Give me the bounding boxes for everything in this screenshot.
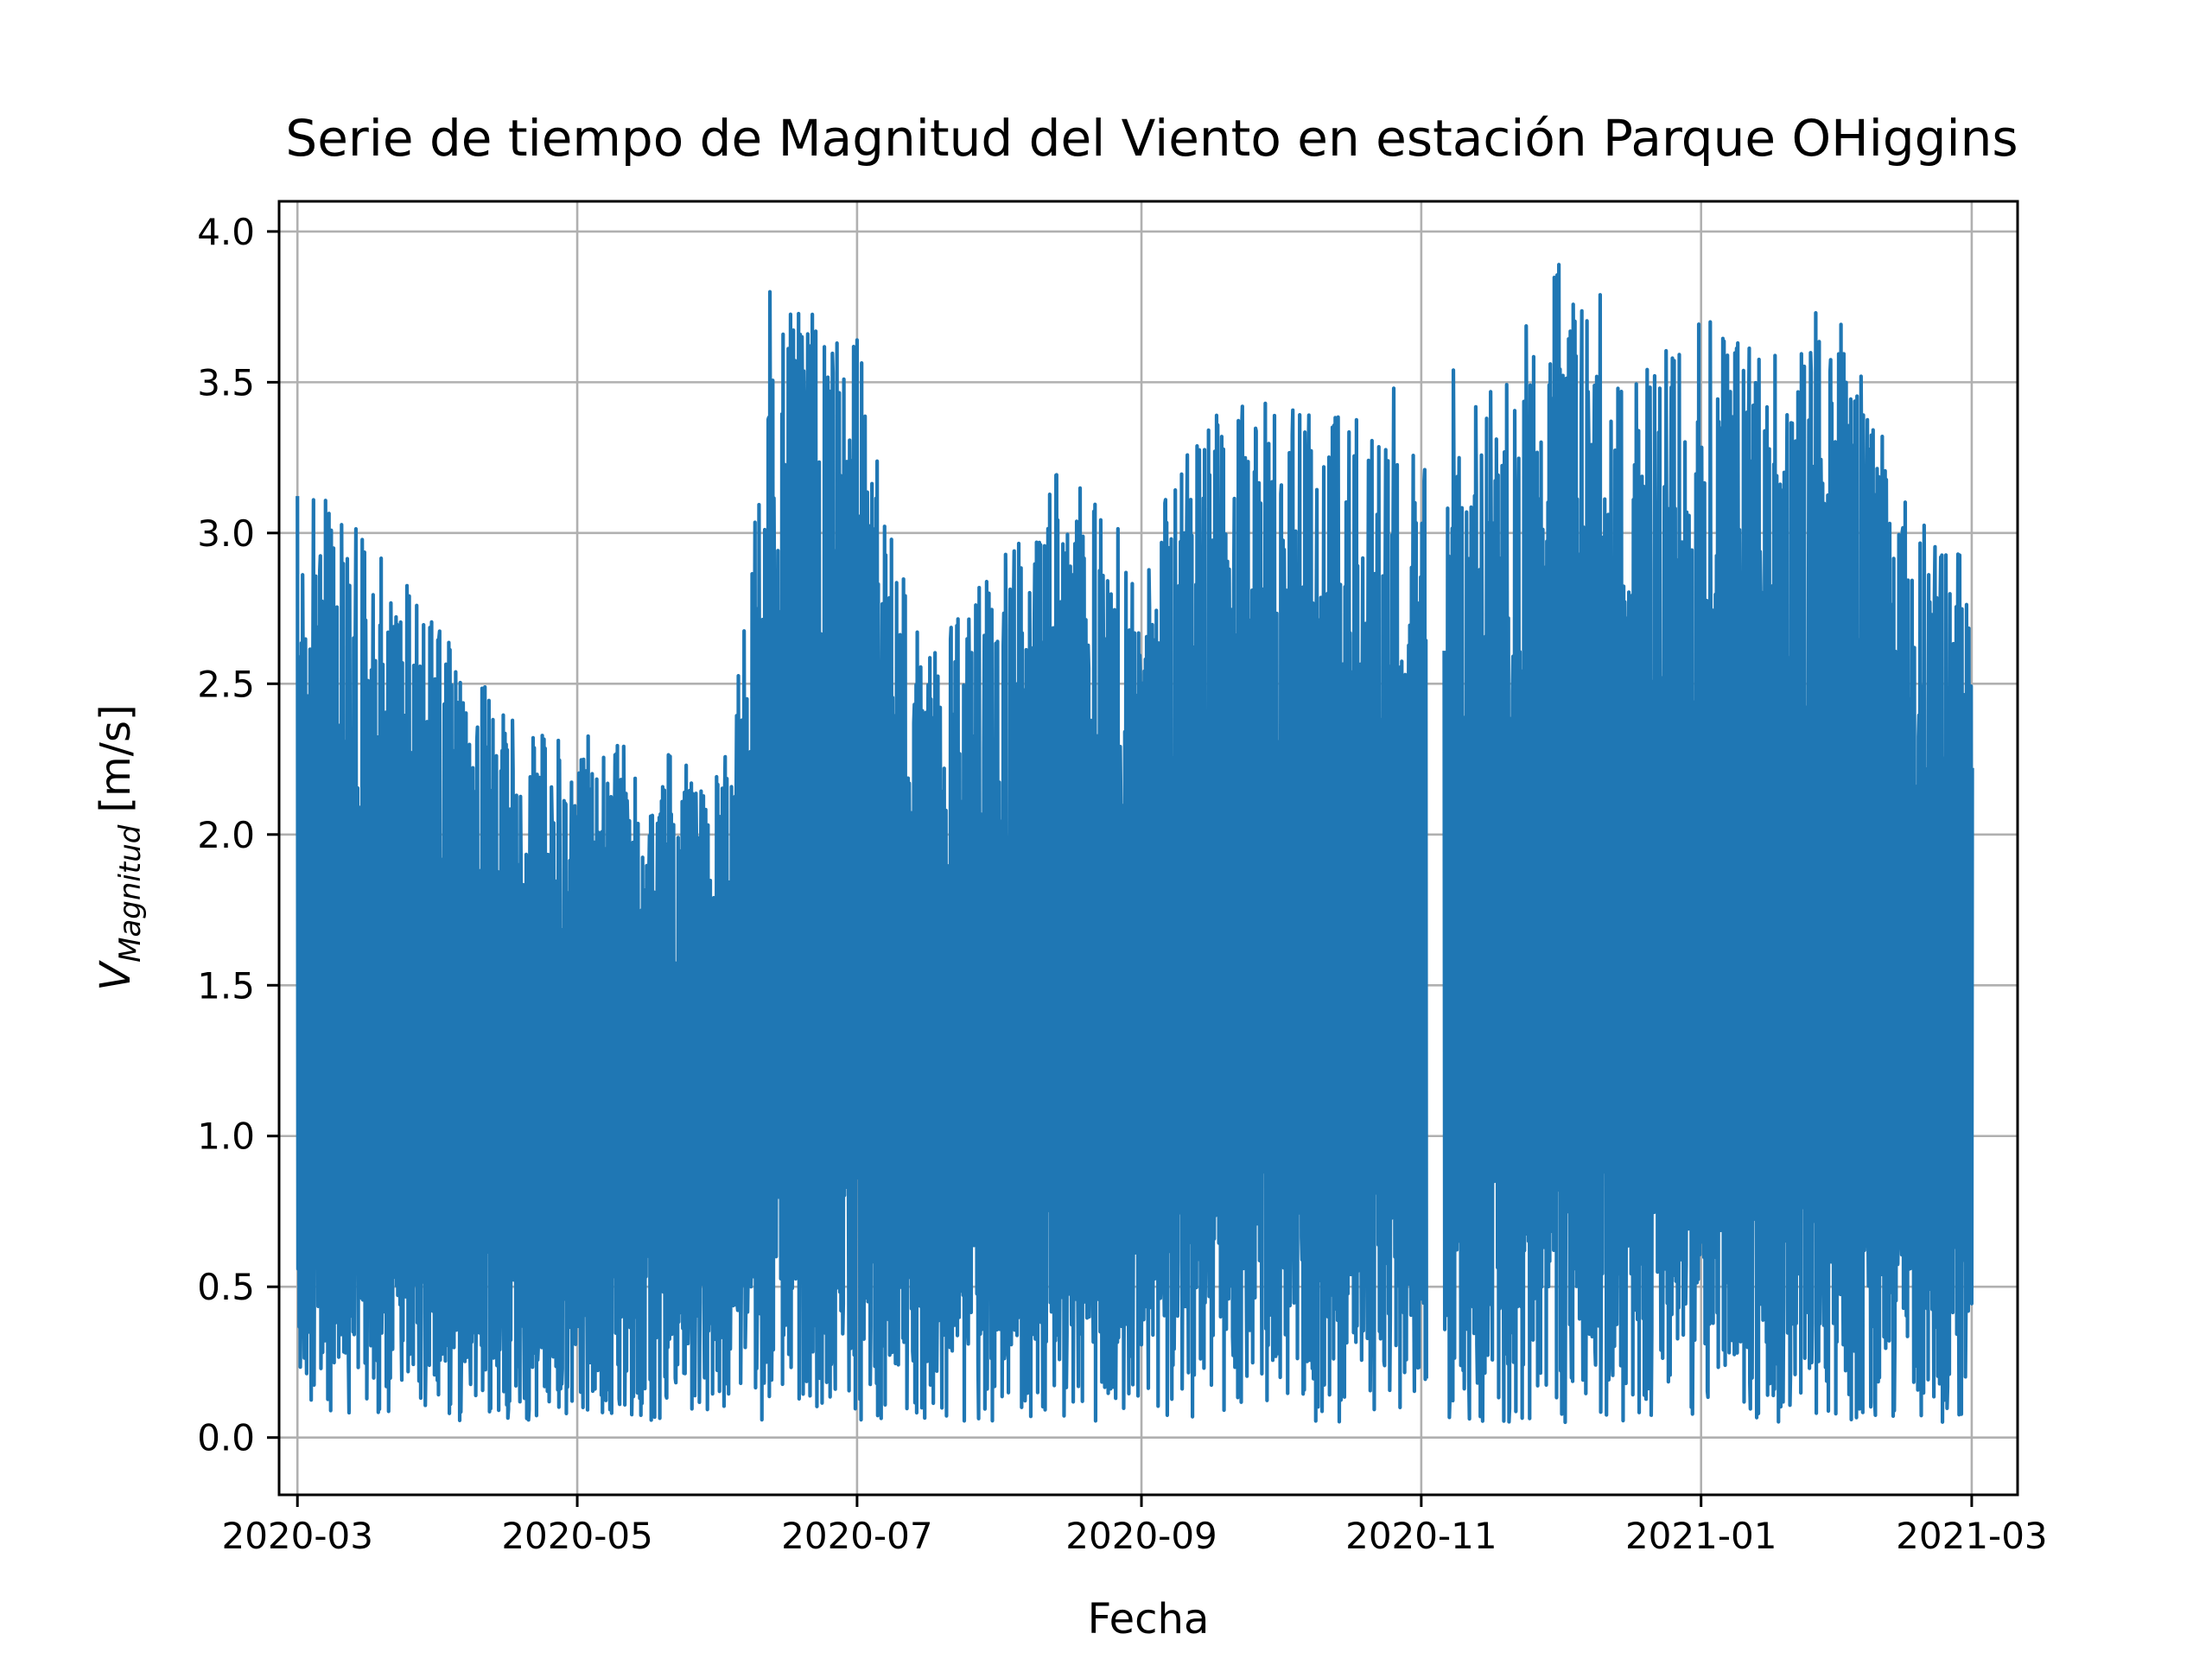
y-tick-label: 1.5 (197, 964, 255, 1007)
x-axis-label: Fecha (1088, 1595, 1210, 1643)
y-tick-label: 1.0 (197, 1116, 255, 1158)
y-tick-label: 2.0 (197, 814, 255, 856)
y-axis-label-symbol: V (92, 960, 140, 991)
y-tick-label: 3.5 (197, 361, 255, 404)
x-tick-label: 2021-01 (1625, 1515, 1777, 1557)
y-axis-label: VMagnitud [m/s] (92, 704, 148, 990)
series-line-segment (1442, 263, 1974, 1425)
chart-title: Serie de tiempo de Magnitud del Viento e… (285, 109, 2018, 168)
x-tick-label: 2020-03 (221, 1515, 373, 1557)
y-tick-label: 3.0 (197, 512, 255, 555)
x-tick-label: 2020-09 (1065, 1515, 1217, 1557)
x-axis-ticks: 2020-03 2020-05 2020-07 2020-09 2020-11 2021-… (221, 1495, 2048, 1557)
x-tick-label: 2020-11 (1345, 1515, 1497, 1557)
y-tick-label: 2.5 (197, 663, 255, 705)
y-axis-ticks: 0.0 0.5 1.0 1.5 2.0 2.5 3.0 3.5 4.0 (197, 211, 279, 1459)
x-tick-label: 2020-05 (501, 1515, 653, 1557)
y-tick-label: 0.5 (197, 1266, 255, 1308)
y-axis-label-subscript: Magnitud (113, 824, 148, 963)
x-tick-label: 2021-03 (1896, 1515, 2048, 1557)
plot-frame (277, 200, 2019, 1497)
y-tick-label: 0.0 (197, 1417, 255, 1459)
series-wind-magnitude (296, 263, 1974, 1425)
y-tick-label: 4.0 (197, 211, 255, 253)
y-axis-label-unit: [m/s] (92, 704, 140, 812)
x-tick-label: 2020-07 (781, 1515, 933, 1557)
series-line-segment (296, 289, 1428, 1424)
